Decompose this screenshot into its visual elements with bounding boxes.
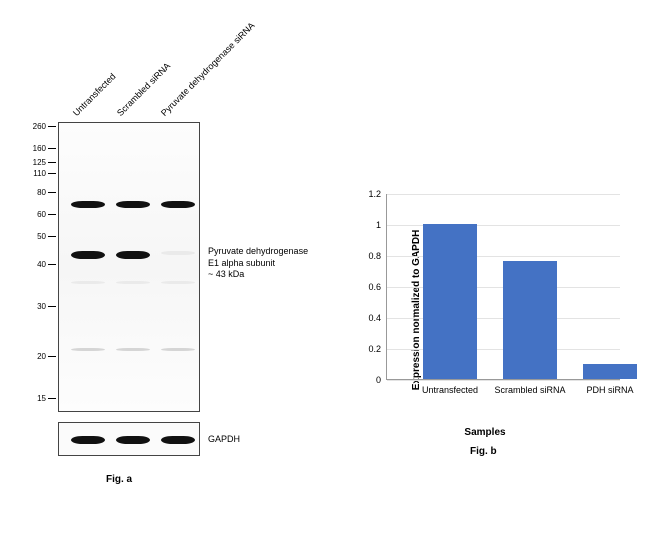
mw-tick xyxy=(48,214,56,215)
gel-band xyxy=(116,281,150,284)
gapdh-band xyxy=(116,436,150,444)
gel-gapdh-image xyxy=(58,422,200,456)
fig-b-caption: Fig. b xyxy=(470,446,497,457)
mw-tick xyxy=(48,356,56,357)
chart-bar xyxy=(423,224,477,379)
chart-x-axis-label: Samples xyxy=(464,427,505,438)
mw-label: 15 xyxy=(18,394,46,403)
mw-tick xyxy=(48,306,56,307)
mw-label: 30 xyxy=(18,302,46,311)
chart-bar xyxy=(583,364,637,380)
chart-y-tick: 1.2 xyxy=(368,189,387,199)
chart-plot-area: 00.20.40.60.811.2UntransfectedScrambled … xyxy=(386,194,620,380)
chart-gridline xyxy=(387,225,620,226)
chart-gridline xyxy=(387,256,620,257)
gel-band xyxy=(71,251,105,259)
mw-label: 80 xyxy=(18,188,46,197)
gel-band xyxy=(71,348,105,351)
gel-band xyxy=(116,201,150,208)
gel-main-image xyxy=(58,122,200,412)
gel-band xyxy=(161,251,195,255)
gel-band xyxy=(161,348,195,351)
chart-y-tick: 0.8 xyxy=(368,251,387,261)
lane-label-1: Untransfected xyxy=(71,71,118,118)
chart-y-tick: 0 xyxy=(376,375,387,385)
mw-label: 40 xyxy=(18,260,46,269)
gel-band xyxy=(161,201,195,208)
mw-tick xyxy=(48,162,56,163)
chart-x-tick: Scrambled siRNA xyxy=(494,379,565,395)
gel-band xyxy=(116,348,150,351)
lane-labels: Untransfected Scrambled siRNA Pyruvate d… xyxy=(18,30,318,120)
mw-label: 20 xyxy=(18,352,46,361)
chart-y-tick: 0.2 xyxy=(368,344,387,354)
gapdh-label: GAPDH xyxy=(208,434,240,446)
figure-container: Untransfected Scrambled siRNA Pyruvate d… xyxy=(0,0,650,546)
chart-x-tick: Untransfected xyxy=(422,379,478,395)
gel-band xyxy=(161,281,195,284)
lane-label-3: Pyruvate dehydrogenase siRNA xyxy=(159,20,257,118)
gel-band xyxy=(71,281,105,284)
chart-y-tick: 0.6 xyxy=(368,282,387,292)
mw-label: 60 xyxy=(18,210,46,219)
chart-y-tick: 0.4 xyxy=(368,313,387,323)
chart-gridline xyxy=(387,194,620,195)
mw-tick xyxy=(48,398,56,399)
mw-tick xyxy=(48,236,56,237)
gapdh-band xyxy=(161,436,195,444)
mw-tick xyxy=(48,264,56,265)
chart-y-tick: 1 xyxy=(376,220,387,230)
band-annotation: Pyruvate dehydrogenaseE1 alpha subunit~ … xyxy=(208,246,308,281)
mw-label: 110 xyxy=(18,169,46,178)
gel-band xyxy=(71,201,105,208)
fig-a-caption: Fig. a xyxy=(106,474,132,485)
chart-bar xyxy=(503,261,557,379)
mw-label: 260 xyxy=(18,122,46,131)
mw-label: 160 xyxy=(18,144,46,153)
mw-tick xyxy=(48,192,56,193)
mw-label: 125 xyxy=(18,158,46,167)
chart-x-tick: PDH siRNA xyxy=(586,379,633,395)
mw-tick xyxy=(48,126,56,127)
mw-tick xyxy=(48,173,56,174)
fig-b-panel: Expression normalized to GAPDH 00.20.40.… xyxy=(340,190,630,430)
gapdh-band xyxy=(71,436,105,444)
gel-band xyxy=(116,251,150,259)
mw-tick xyxy=(48,148,56,149)
fig-a-panel: Untransfected Scrambled siRNA Pyruvate d… xyxy=(18,30,318,120)
mw-label: 50 xyxy=(18,232,46,241)
